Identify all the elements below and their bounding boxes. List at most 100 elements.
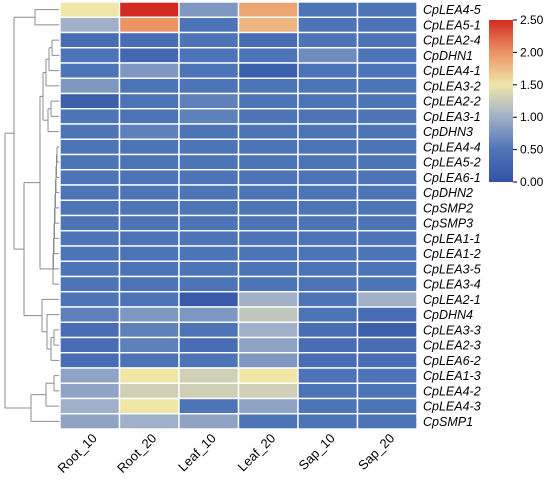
heatmap-cell (118, 275, 180, 293)
row-dendrogram (4, 9, 60, 422)
column-label: Sap_20 (355, 431, 397, 473)
heatmap-cell (297, 169, 359, 186)
heatmap-cell (118, 47, 180, 64)
heatmap-cell (59, 92, 121, 110)
heatmap-cell (59, 184, 121, 201)
column-label: Root_20 (114, 431, 159, 476)
heatmap-cell (118, 62, 180, 79)
heatmap-cell (237, 321, 299, 339)
heatmap-cell (118, 1, 180, 18)
heatmap-cell (118, 108, 180, 125)
heatmap-cell (237, 245, 299, 262)
heatmap-cell (118, 31, 180, 49)
heatmap-cell (297, 16, 359, 34)
colorbar-gradient (489, 20, 513, 182)
heatmap-cell (59, 413, 121, 430)
heatmap-cells (59, 1, 418, 430)
heatmap-cell (118, 413, 180, 430)
heatmap-cell (356, 92, 418, 110)
heatmap-cell (59, 77, 121, 95)
heatmap-cell (118, 336, 180, 354)
heatmap-cell (118, 123, 180, 140)
heatmap-cell (237, 62, 299, 79)
heatmap-cell (237, 123, 299, 140)
heatmap-cell (237, 214, 299, 232)
heatmap-cell (59, 214, 121, 232)
heatmap-cell (356, 77, 418, 95)
heatmap-cell (178, 1, 240, 18)
heatmap-cell (356, 336, 418, 354)
heatmap-cell (59, 108, 121, 125)
row-label: CpLEA5-2 (423, 156, 481, 170)
heatmap-cell (297, 260, 359, 278)
colorbar-tick-label: 1.00 (520, 110, 544, 124)
heatmap-cell (356, 306, 418, 323)
heatmap-cell (59, 291, 121, 308)
heatmap-cell (178, 230, 240, 247)
heatmap-cell (356, 413, 418, 430)
heatmap-cell (356, 245, 418, 262)
row-label: CpLEA3-5 (423, 262, 481, 276)
heatmap-cell (178, 138, 240, 156)
heatmap-cell (297, 62, 359, 79)
heatmap-cell (59, 1, 121, 18)
heatmap-cell (356, 62, 418, 79)
heatmap-cell (118, 16, 180, 34)
row-label: CpDHN1 (423, 49, 473, 63)
heatmap-cell (297, 336, 359, 354)
row-label: CpLEA1-2 (423, 247, 481, 261)
heatmap-cell (297, 153, 359, 171)
heatmap-cell (59, 62, 121, 79)
heatmap-cell (118, 397, 180, 415)
heatmap-cell (237, 92, 299, 110)
colorbar-tick-label: 2.50 (520, 13, 544, 27)
heatmap-cell (178, 260, 240, 278)
heatmap-cell (297, 306, 359, 323)
heatmap-cell (178, 108, 240, 125)
heatmap-cell (297, 31, 359, 49)
row-label: CpLEA3-1 (423, 110, 481, 124)
heatmap-cell (356, 1, 418, 18)
heatmap-cell (59, 153, 121, 171)
heatmap-cell (297, 108, 359, 125)
heatmap-cell (356, 352, 418, 369)
row-label: CpSMP3 (423, 217, 473, 231)
heatmap-cell (118, 153, 180, 171)
heatmap-cell (297, 184, 359, 201)
column-label: Sap_10 (296, 431, 338, 473)
row-label: CpLEA4-1 (423, 64, 481, 78)
heatmap-cell (178, 47, 240, 64)
heatmap-cell (118, 138, 180, 156)
heatmap-cell (59, 230, 121, 247)
heatmap-cell (178, 62, 240, 79)
heatmap-cell (297, 413, 359, 430)
heatmap-cell (178, 291, 240, 308)
row-label: CpLEA6-2 (423, 354, 481, 368)
heatmap-cell (178, 306, 240, 323)
heatmap-cell (356, 47, 418, 64)
heatmap-cell (178, 245, 240, 262)
row-label: CpLEA2-1 (423, 293, 481, 307)
heatmap-cell (118, 352, 180, 369)
heatmap-cell (356, 260, 418, 278)
row-label: CpLEA1-3 (423, 369, 481, 383)
row-label: CpLEA2-2 (423, 95, 481, 109)
heatmap-cell (118, 230, 180, 247)
heatmap-cell (178, 184, 240, 201)
heatmap-cell (237, 47, 299, 64)
row-label: CpLEA3-2 (423, 79, 481, 93)
colorbar-tick-label: 1.50 (520, 78, 544, 92)
heatmap-cell (118, 321, 180, 339)
heatmap-cell (118, 260, 180, 278)
heatmap-cell (59, 397, 121, 415)
heatmap-cell (118, 169, 180, 186)
heatmap-cell (356, 321, 418, 339)
row-label: CpLEA1-1 (423, 232, 481, 246)
heatmap-cell (59, 31, 121, 49)
heatmap-cell (59, 123, 121, 140)
heatmap-cell (237, 138, 299, 156)
heatmap-cell (356, 275, 418, 293)
heatmap-cell (237, 397, 299, 415)
heatmap-cell (356, 184, 418, 201)
